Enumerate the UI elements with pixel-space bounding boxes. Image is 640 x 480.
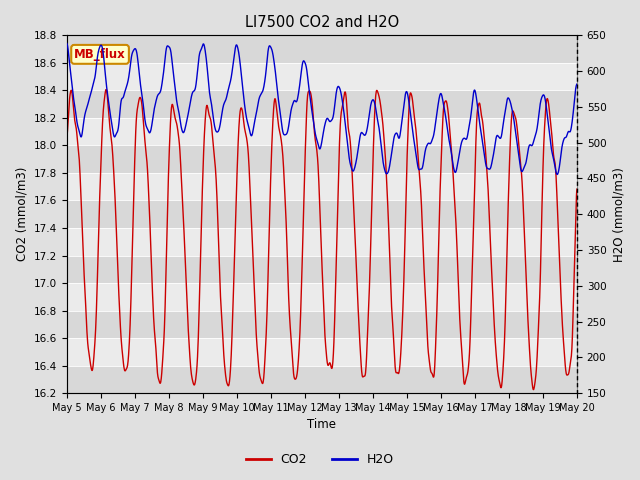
Legend: CO2, H2O: CO2, H2O: [241, 448, 399, 471]
Y-axis label: CO2 (mmol/m3): CO2 (mmol/m3): [15, 167, 28, 262]
Bar: [67, 201, 577, 228]
Bar: [67, 228, 577, 255]
Bar: [67, 145, 577, 173]
Bar: [67, 63, 577, 90]
Bar: [67, 36, 577, 63]
Y-axis label: H2O (mmol/m3): H2O (mmol/m3): [612, 167, 625, 262]
Bar: [67, 311, 577, 338]
Bar: [67, 366, 577, 393]
Bar: [67, 283, 577, 311]
Bar: [67, 118, 577, 145]
Bar: [67, 173, 577, 201]
Text: MB_flux: MB_flux: [74, 48, 126, 61]
Title: LI7500 CO2 and H2O: LI7500 CO2 and H2O: [244, 15, 399, 30]
Bar: [67, 255, 577, 283]
Bar: [67, 90, 577, 118]
X-axis label: Time: Time: [307, 419, 336, 432]
Bar: [67, 338, 577, 366]
